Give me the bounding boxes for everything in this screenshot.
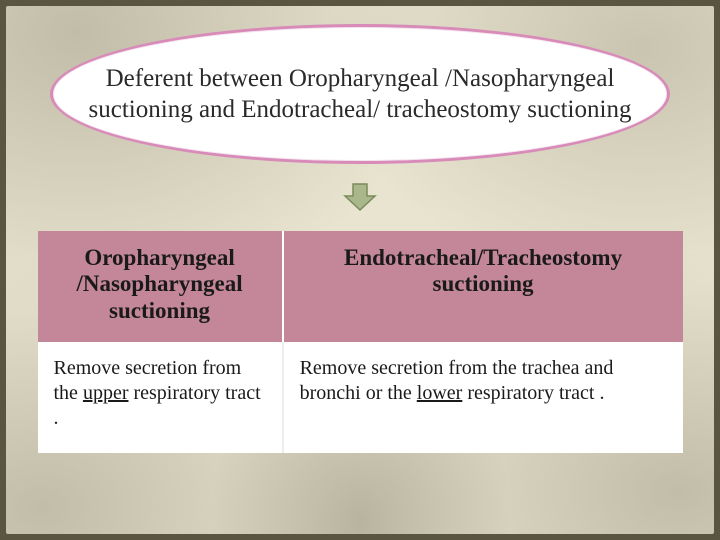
- table-row: Remove secretion from the upper respirat…: [38, 342, 683, 453]
- arrow-container: [36, 182, 684, 217]
- table-cell-left: Remove secretion from the upper respirat…: [38, 342, 283, 453]
- down-arrow-icon: [343, 182, 377, 212]
- table-header-row: Oropharyngeal /Nasopharyngeal suctioning…: [38, 231, 683, 342]
- slide-title: Deferent between Oropharyngeal /Nasophar…: [53, 63, 667, 126]
- comparison-table: Oropharyngeal /Nasopharyngeal suctioning…: [38, 231, 683, 453]
- underlined-text: lower: [417, 382, 463, 404]
- table-header-right: Endotracheal/Tracheostomy suctioning: [283, 231, 683, 342]
- cell-text: respiratory tract .: [462, 382, 604, 404]
- underlined-text: upper: [83, 382, 129, 404]
- title-container: Deferent between Oropharyngeal /Nasophar…: [50, 24, 670, 164]
- slide-content: Deferent between Oropharyngeal /Nasophar…: [6, 6, 714, 534]
- table-cell-right: Remove secretion from the trachea and br…: [283, 342, 683, 453]
- table-header-left: Oropharyngeal /Nasopharyngeal suctioning: [38, 231, 283, 342]
